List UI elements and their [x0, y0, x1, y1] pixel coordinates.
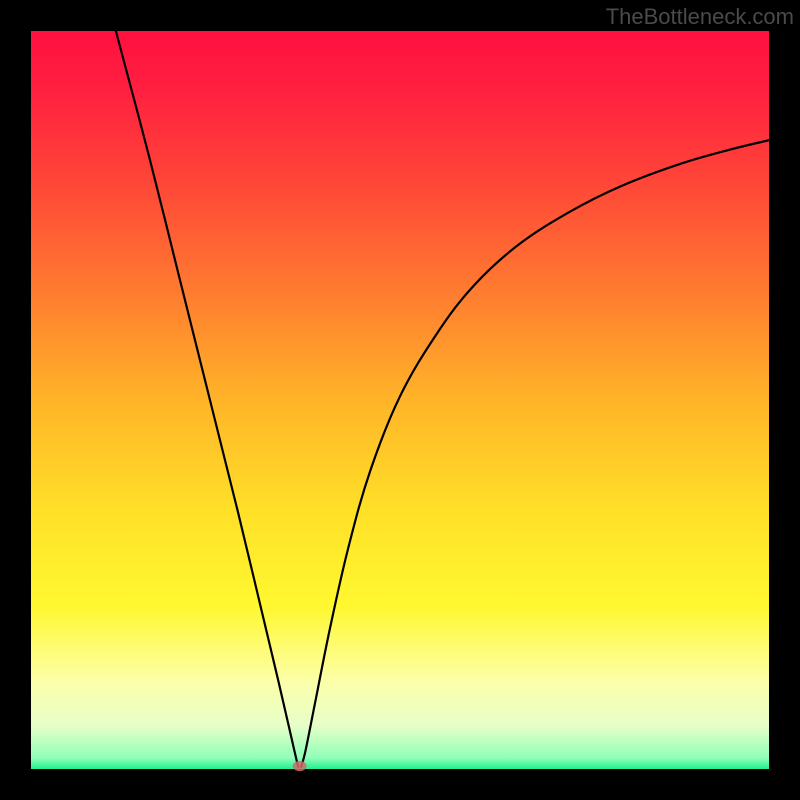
plot-area [31, 31, 769, 769]
watermark-text: TheBottleneck.com [606, 4, 794, 30]
figure-root: TheBottleneck.com [0, 0, 800, 800]
